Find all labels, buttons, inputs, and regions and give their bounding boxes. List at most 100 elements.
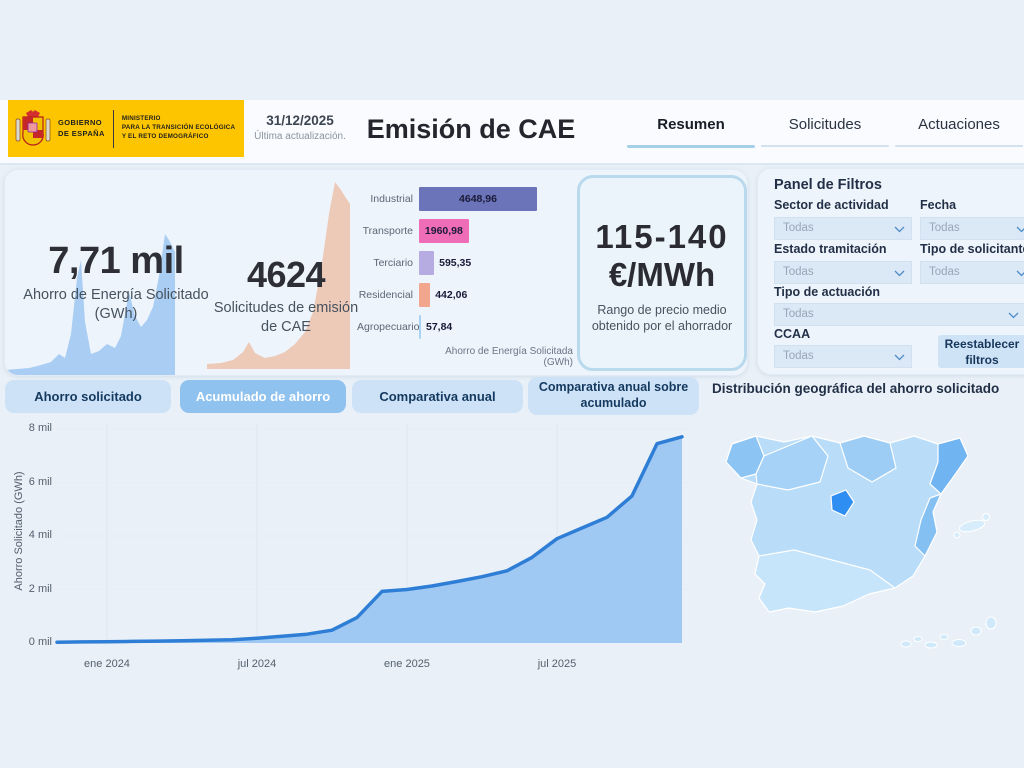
kpi-value: 4624: [246, 254, 326, 295]
filter-panel: Panel de Filtros Sector de actividad Fec…: [757, 168, 1024, 375]
bar-row[interactable]: Transporte 1960,98: [357, 215, 577, 247]
map-baleares-island: [982, 513, 990, 521]
kpi-solicitudes: 4624 Solicitudes de emisión de CAE: [207, 254, 365, 336]
bar-category-label: Residencial: [358, 289, 413, 301]
bar-row[interactable]: Industrial 4648,96: [357, 183, 577, 215]
bar-value-label: 57,84: [426, 321, 453, 333]
chevron-down-icon: [1016, 226, 1024, 233]
bar[interactable]: 4648,96: [419, 187, 537, 211]
solicitudes-sparkline-chart: [207, 182, 350, 369]
summary-card: 7,71 mil Ahorro de Energía Solicitado (G…: [4, 169, 748, 376]
map-region-castilla-leon: [755, 435, 829, 491]
chevron-down-icon: [1008, 312, 1019, 319]
y-axis-tick: 0 mil: [28, 636, 52, 648]
map-region-aragon: [839, 435, 897, 483]
map-canarias-island: [900, 640, 912, 648]
section-tab-ahorro-solicitado[interactable]: Ahorro solicitado: [5, 380, 171, 413]
bar[interactable]: [419, 315, 421, 339]
map-region-andalucia: [754, 549, 896, 613]
bar-row[interactable]: Terciario 595,35: [357, 247, 577, 279]
tab-actuaciones[interactable]: Actuaciones: [895, 116, 1023, 147]
spark2-area: [207, 182, 350, 369]
bar-row[interactable]: Residencial 442,06: [357, 279, 577, 311]
map-canarias-island: [951, 639, 967, 647]
dropdown-fecha[interactable]: Todas: [920, 217, 1024, 240]
map-region-madrid: [830, 489, 855, 517]
map-baleares: [958, 519, 986, 533]
last-update-label: Última actualización.: [254, 131, 346, 142]
price-range-caption: Rango de precio medio obtenido por el ah…: [591, 303, 733, 334]
bar[interactable]: 1960,98: [419, 219, 469, 243]
tab-underline: [895, 145, 1023, 147]
logo-divider: [112, 109, 114, 148]
bar-value-label: 595,35: [439, 257, 472, 269]
bar-chart-rows: Industrial 4648,96 Transporte 1960,98 Tercia…: [357, 183, 577, 343]
y-axis-tick: 4 mil: [28, 529, 52, 541]
map-canarias-island: [913, 636, 923, 642]
y-axis-tick: 6 mil: [28, 475, 52, 488]
x-axis-tick: ene 2025: [384, 658, 430, 670]
map-canarias-island: [970, 626, 982, 636]
page-title: Emisión de CAE: [366, 114, 576, 144]
filter-label-ccaa: CCAA: [774, 327, 811, 341]
bar-category-label: Industrial: [370, 193, 413, 205]
bar-value-label: 4648,96: [459, 193, 497, 205]
area-line: [55, 435, 684, 644]
spain-coat-of-arms-icon: [15, 108, 51, 146]
bar-chart-sector: Industrial 4648,96 Transporte 1960,98 Tercia…: [357, 183, 577, 368]
gobierno-logo: GOBIERNO DE ESPAÑA MINISTERIO PARA LA TR…: [8, 100, 244, 157]
filter-label-fecha: Fecha: [920, 198, 957, 212]
dropdown-tipo-actuacion[interactable]: Todas: [774, 303, 1024, 326]
x-axis-tick: jul 2024: [237, 658, 277, 670]
map-canarias-island: [924, 641, 938, 649]
map-title: Distribución geográfica del ahorro solic…: [712, 381, 1000, 396]
price-range-unit: €/MWh: [608, 256, 716, 293]
dropdown-sector-actividad[interactable]: Todas: [774, 217, 912, 240]
last-update-date: 31/12/2025: [266, 113, 334, 128]
map-region-valencia: [914, 493, 942, 557]
chevron-down-icon: [894, 270, 905, 277]
kpi-label: Solicitudes de emisión de CAE: [213, 300, 359, 335]
filter-label-tipo-actuacion: Tipo de actuación: [774, 285, 881, 299]
y-axis-tick: 2 mil: [28, 582, 52, 595]
tab-underline: [627, 145, 755, 148]
ministerio-text: MINISTERIO PARA LA TRANSICIÓN ECOLÓGICA …: [121, 115, 236, 140]
reset-filters-button[interactable]: Reestablecer filtros: [938, 335, 1024, 368]
accumulated-savings-chart: Ahorro Solicitado (GWh) 0 mil 2 mil 4 mil 6…: [0, 415, 710, 685]
chevron-down-icon: [1016, 270, 1024, 277]
x-axis-tick: jul 2025: [537, 658, 577, 670]
area-fill: [57, 436, 682, 643]
chevron-down-icon: [894, 226, 905, 233]
dropdown-estado-tramitacion[interactable]: Todas: [774, 261, 912, 284]
kpi-label: Ahorro de Energía Solicitado (GWh): [23, 287, 209, 322]
bar-row[interactable]: Agropecuario 57,84: [357, 311, 577, 343]
x-axis-tick: ene 2024: [84, 658, 130, 670]
filter-label-sector: Sector de actividad: [774, 198, 889, 212]
header-bar: GOBIERNO DE ESPAÑA MINISTERIO PARA LA TR…: [0, 100, 1024, 165]
section-tab-comparativa-anual-acumulado[interactable]: Comparativa anual sobre acumulado: [528, 377, 699, 415]
filter-panel-title: Panel de Filtros: [774, 177, 882, 193]
bar-chart-axis-label: Ahorro de Energía Solicitada (GWh): [445, 346, 573, 368]
dropdown-tipo-solicitante[interactable]: Todas: [920, 261, 1024, 284]
bar-category-label: Agropecuario: [357, 321, 420, 333]
map-region-cataluna: [929, 437, 969, 495]
spain-choropleth-map[interactable]: [710, 398, 1015, 668]
tab-resumen[interactable]: Resumen: [627, 116, 755, 148]
bar[interactable]: [419, 283, 431, 307]
kpi-ahorro-solicitado: 7,71 mil Ahorro de Energía Solicitado (G…: [21, 240, 211, 323]
map-canarias-island: [985, 616, 997, 630]
bar-value-label: 1960,98: [424, 225, 463, 237]
bar[interactable]: [419, 251, 435, 275]
section-tab-acumulado-de-ahorro[interactable]: Acumulado de ahorro: [180, 380, 346, 413]
filter-label-estado: Estado tramitación: [774, 242, 887, 256]
bar-value-label: 442,06: [435, 289, 468, 301]
map-baleares-island: [953, 531, 961, 539]
bar-category-label: Terciario: [373, 257, 413, 269]
filter-label-tipo-solicitante: Tipo de solicitante: [920, 242, 1024, 256]
tab-solicitudes[interactable]: Solicitudes: [761, 116, 889, 147]
price-range-card: 115-140 €/MWh Rango de precio medio obte…: [577, 175, 747, 371]
dropdown-ccaa[interactable]: Todas: [774, 345, 912, 368]
line-chart-svg[interactable]: [55, 420, 690, 655]
gobierno-text: GOBIERNO DE ESPAÑA: [58, 118, 105, 138]
section-tab-comparativa-anual[interactable]: Comparativa anual: [352, 380, 523, 413]
